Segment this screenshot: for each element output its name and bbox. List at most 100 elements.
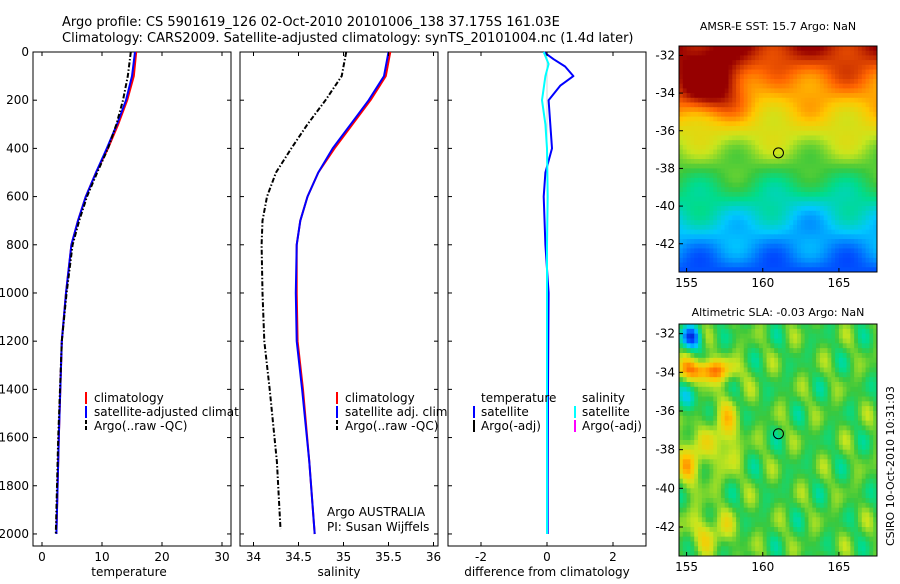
sst-cell xyxy=(763,173,767,178)
sla-cell xyxy=(789,353,793,358)
sst-cell xyxy=(725,84,729,89)
sst-cell xyxy=(812,88,816,93)
sst-cell xyxy=(805,79,809,84)
sla-cell xyxy=(850,372,854,377)
sst-cell xyxy=(751,140,755,145)
sst-cell xyxy=(717,225,721,230)
sst-cell xyxy=(824,216,828,221)
sst-cell xyxy=(805,234,809,239)
sst-cell xyxy=(709,192,713,197)
sla-cell xyxy=(679,426,683,431)
sst-cell xyxy=(831,65,835,70)
sla-cell xyxy=(797,392,801,397)
sla-cell xyxy=(782,397,786,402)
sla-cell xyxy=(824,503,828,508)
sla-cell xyxy=(729,479,733,484)
sst-cell xyxy=(869,74,873,79)
sla-cell xyxy=(812,363,816,368)
sst-cell xyxy=(866,164,870,169)
sla-cell xyxy=(866,324,870,329)
sst-cell xyxy=(729,145,733,150)
sla-cell xyxy=(679,474,683,479)
sst-cell xyxy=(713,145,717,150)
sla-cell xyxy=(774,387,778,392)
sst-cell xyxy=(808,178,812,183)
sla-cell xyxy=(751,503,755,508)
sst-cell xyxy=(721,51,725,56)
sst-cell xyxy=(740,74,744,79)
sst-cell xyxy=(694,84,698,89)
sla-cell xyxy=(732,372,736,377)
sla-cell xyxy=(835,339,839,344)
sla-cell xyxy=(828,445,832,450)
sla-cell xyxy=(744,421,748,426)
sla-cell xyxy=(854,464,858,469)
sst-cell xyxy=(759,88,763,93)
sst-cell xyxy=(774,55,778,60)
sla-cell xyxy=(732,397,736,402)
sst-cell xyxy=(808,234,812,239)
sst-cell xyxy=(850,248,854,253)
sst-cell xyxy=(770,79,774,84)
sla-cell xyxy=(736,363,740,368)
sla-cell xyxy=(797,387,801,392)
sst-cell xyxy=(713,65,717,70)
sla-cell xyxy=(869,401,873,406)
sla-cell xyxy=(847,387,851,392)
sla-cell xyxy=(862,397,866,402)
x-tick-label: 36 xyxy=(426,550,441,564)
sst-cell xyxy=(748,211,752,216)
sst-cell xyxy=(869,117,873,122)
sst-cell xyxy=(698,117,702,122)
sla-cell xyxy=(755,430,759,435)
sla-cell xyxy=(706,537,710,542)
sla-cell xyxy=(862,450,866,455)
sla-cell xyxy=(717,382,721,387)
sst-cell xyxy=(854,126,858,131)
sla-cell xyxy=(820,334,824,339)
sst-cell xyxy=(679,55,683,60)
sla-cell xyxy=(740,358,744,363)
sla-cell xyxy=(786,421,790,426)
sst-cell xyxy=(816,258,820,263)
sla-cell xyxy=(797,397,801,402)
sla-cell xyxy=(820,397,824,402)
sst-cell xyxy=(698,46,702,51)
sst-cell xyxy=(808,216,812,221)
sst-cell xyxy=(869,107,873,112)
sst-cell xyxy=(694,183,698,188)
sla-cell xyxy=(797,493,801,498)
sst-cell xyxy=(839,258,843,263)
sla-cell xyxy=(862,358,866,363)
sla-cell xyxy=(683,401,687,406)
sla-cell xyxy=(820,484,824,489)
sla-cell xyxy=(797,324,801,329)
sla-cell xyxy=(835,353,839,358)
sst-cell xyxy=(759,103,763,108)
sla-cell xyxy=(713,426,717,431)
sla-cell xyxy=(763,421,767,426)
sla-cell xyxy=(789,522,793,527)
legend-label-climatology: climatology xyxy=(94,391,164,405)
sst-cell xyxy=(824,117,828,122)
sst-cell xyxy=(709,121,713,126)
sst-cell xyxy=(770,84,774,89)
sst-cell xyxy=(793,74,797,79)
sla-cell xyxy=(782,421,786,426)
sst-cell xyxy=(850,74,854,79)
sla-cell xyxy=(683,411,687,416)
sla-cell xyxy=(748,343,752,348)
sla-cell xyxy=(744,343,748,348)
sst-cell xyxy=(725,216,729,221)
sla-cell xyxy=(687,368,691,373)
sst-cell xyxy=(789,253,793,258)
sla-cell xyxy=(706,484,710,489)
sla-cell xyxy=(774,459,778,464)
sst-cell xyxy=(782,46,786,51)
sla-cell xyxy=(843,484,847,489)
sst-cell xyxy=(702,145,706,150)
sla-cell xyxy=(679,358,683,363)
sla-cell xyxy=(713,353,717,358)
sla-cell xyxy=(725,382,729,387)
sla-cell xyxy=(748,450,752,455)
